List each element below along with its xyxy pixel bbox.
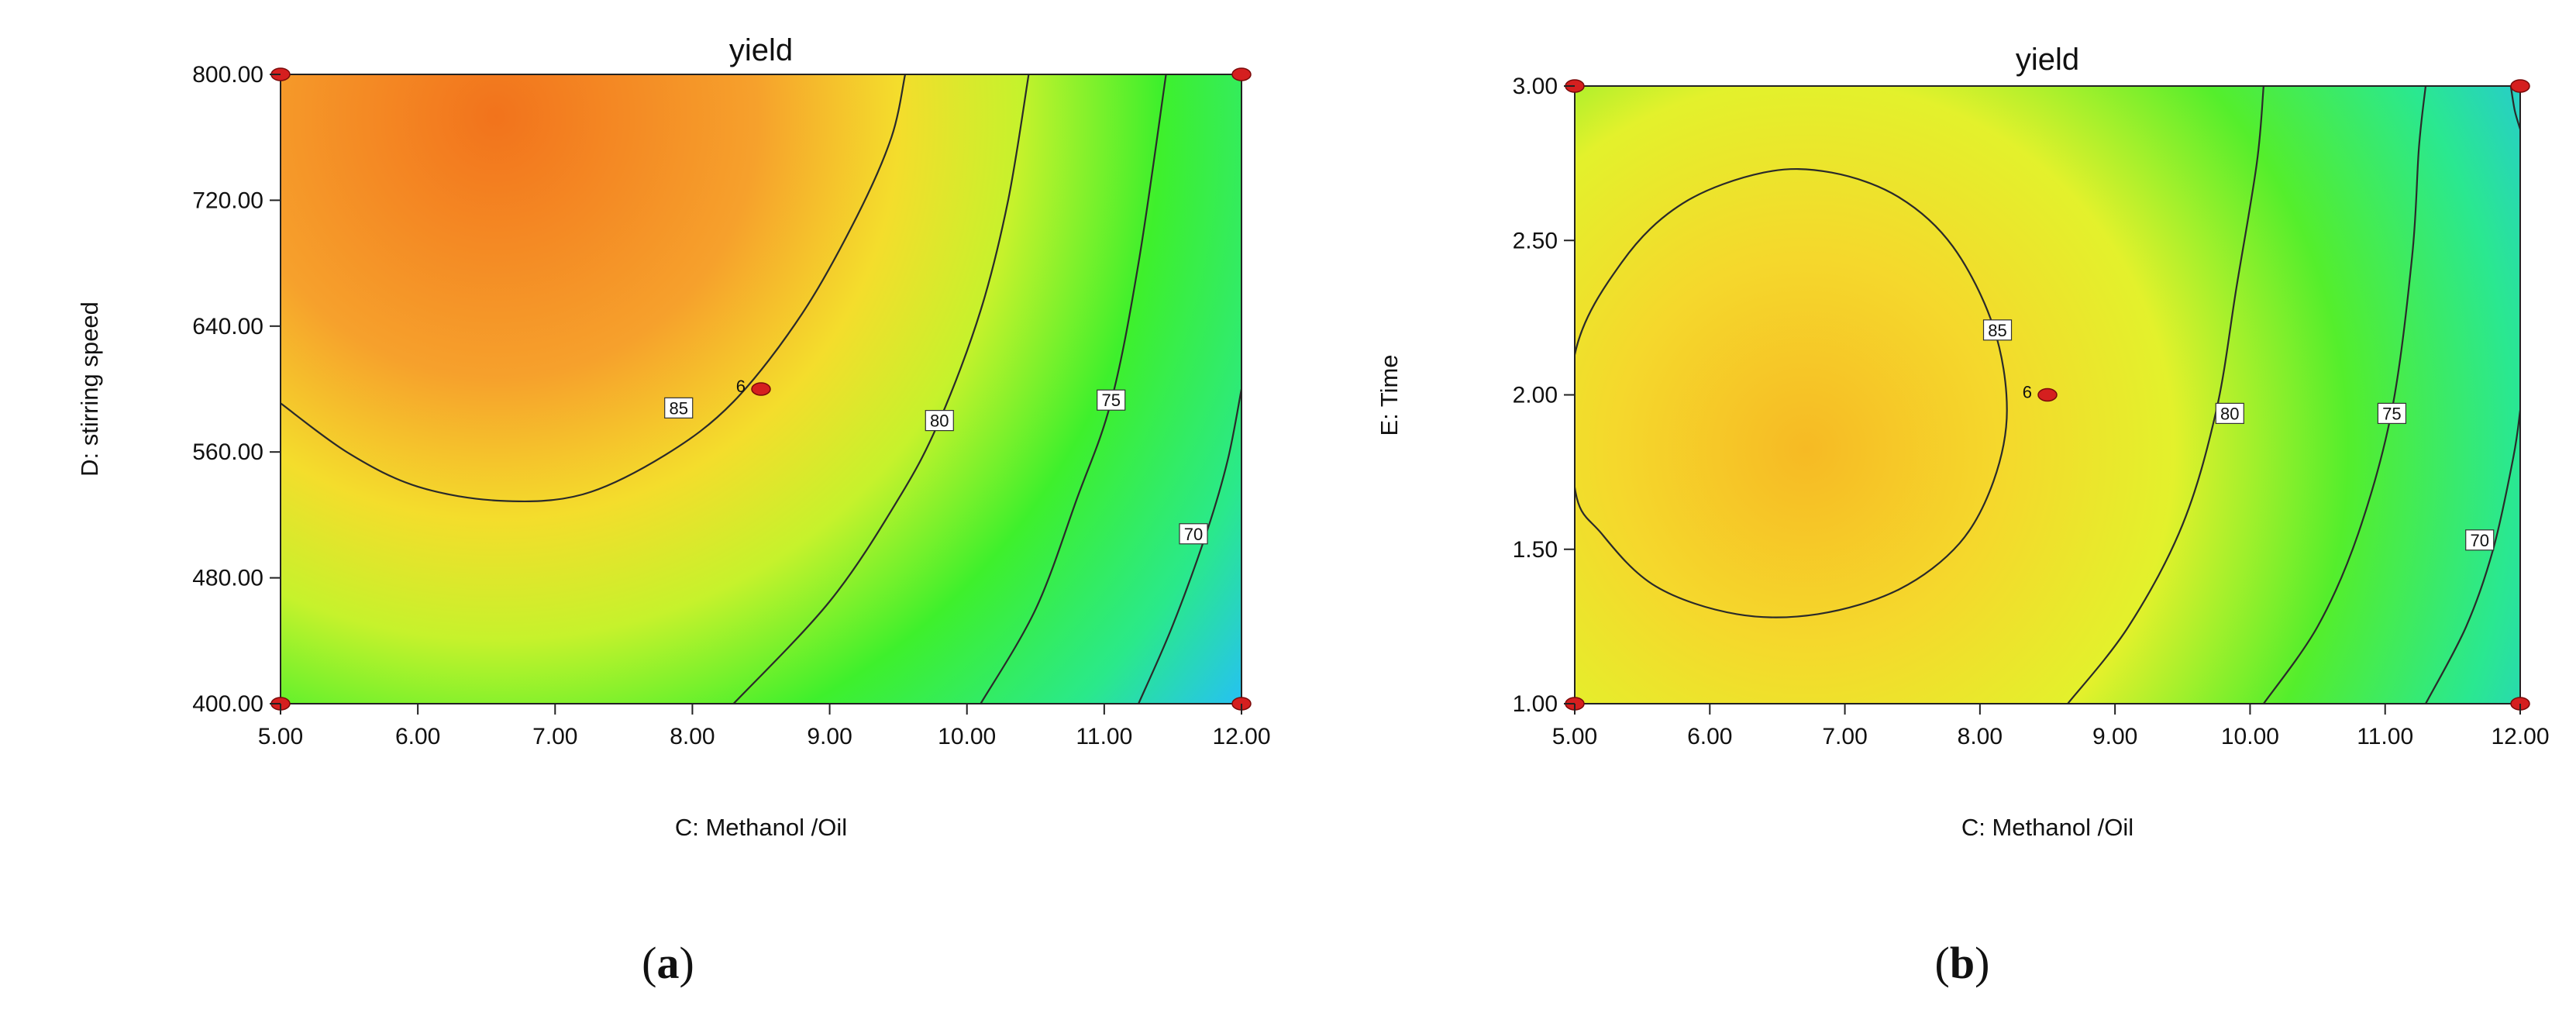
- y-ticks-a: 400.00 480.00 560.00 640.00 720.00 800.00: [192, 62, 281, 717]
- x-tick-label-b: 8.00: [1958, 724, 2003, 749]
- y-tick-label-a: 480.00: [192, 566, 263, 591]
- contour-line-b-85: [1575, 168, 2008, 618]
- y-tick-label-b: 1.50: [1513, 537, 1558, 563]
- x-tick-label-a: 11.00: [1076, 724, 1132, 749]
- x-tick-label-a: 6.00: [395, 724, 440, 749]
- x-tick-label-a: 5.00: [258, 724, 303, 749]
- contour-label-text: 75: [1101, 391, 1120, 410]
- y-tick-label-a: 400.00: [192, 691, 263, 717]
- contour-plot-a: 85 80 75 70 6 5.00 6.00 7.00 8.00 9.00 10.00 11.0…: [76, 33, 1271, 988]
- x-axis-label-a: C: Methanol /Oil: [675, 814, 847, 841]
- contour-labels-b: 85 80 75 70: [1982, 319, 2495, 551]
- x-tick-label-a: 8.00: [670, 724, 715, 749]
- x-tick-label-a: 12.00: [1212, 724, 1270, 749]
- design-point-b-4: [2037, 388, 2058, 402]
- design-point-b-1: [2510, 79, 2530, 93]
- design-points-b: 6: [1565, 79, 2530, 711]
- chart-title-b: yield: [2016, 43, 2079, 77]
- contour-label-b-85: 85: [1982, 319, 2013, 341]
- contour-label-text: 80: [2220, 404, 2239, 423]
- contour-label-text: 75: [2382, 404, 2401, 423]
- x-tick-label-b: 6.00: [1687, 724, 1732, 749]
- contour-label-a-70: 70: [1179, 523, 1208, 545]
- contour-label-text: 70: [1184, 525, 1203, 544]
- x-axis-label-b: C: Methanol /Oil: [1961, 814, 2133, 841]
- contour-label-box: [925, 409, 954, 432]
- y-tick-label-a: 720.00: [192, 188, 263, 213]
- contour-label-text: 85: [1988, 321, 2006, 340]
- x-tick-label-b: 10.00: [2221, 724, 2279, 749]
- x-tick-label-b: 9.00: [2092, 724, 2137, 749]
- x-tick-label-a: 10.00: [938, 724, 996, 749]
- y-tick-label-b: 1.00: [1513, 691, 1558, 717]
- y-tick-label-a: 560.00: [192, 439, 263, 465]
- contour-plot-b: 85 80 75 70 6 5.00 6.00 7.00 8.00 9.00 10.00 11.0…: [1376, 43, 2550, 988]
- contour-label-b-75: 75: [2377, 402, 2407, 425]
- x-tick-label-a: 9.00: [807, 724, 852, 749]
- contour-label-box: [2215, 402, 2244, 425]
- contour-label-a-85: 85: [664, 397, 694, 418]
- contour-label-box: [1097, 389, 1126, 411]
- contour-label-b-80: 80: [2215, 402, 2244, 425]
- y-axis-label-b: E: Time: [1376, 354, 1403, 436]
- y-axis-label-a: D: stirring speed: [76, 301, 103, 477]
- contour-label-text: 85: [669, 398, 687, 418]
- contour-label-box: [2465, 529, 2495, 551]
- contour-label-text: 70: [2470, 531, 2488, 550]
- contour-label-box: [2377, 402, 2407, 425]
- x-tick-label-b: 11.00: [2357, 724, 2413, 749]
- contour-line-b-edge: [2509, 86, 2520, 130]
- y-ticks-b: 1.00 1.50 2.00 2.50 3.00: [1513, 74, 1575, 717]
- contour-label-a-80: 80: [925, 409, 954, 432]
- y-tick-label-b: 3.00: [1513, 74, 1558, 99]
- plot-frame-a: [280, 74, 1242, 704]
- x-tick-label-b: 12.00: [2491, 724, 2549, 749]
- center-point-label-a: 6: [736, 377, 746, 396]
- contour-line-a-75: [980, 74, 1167, 704]
- design-point-a-4: [751, 382, 771, 396]
- panel-label-b: (b): [1935, 938, 1990, 988]
- panel-label-a: (a): [642, 938, 694, 988]
- chart-title-a: yield: [729, 33, 793, 67]
- contour-label-b-70: 70: [2465, 529, 2495, 551]
- contour-label-text: 80: [930, 412, 949, 431]
- contour-label-box: [1982, 319, 2013, 341]
- x-ticks-a: 5.00 6.00 7.00 8.00 9.00 10.00 11.00 12.00: [258, 704, 1271, 749]
- y-tick-label-b: 2.00: [1513, 383, 1558, 408]
- panel-letter-a: a: [657, 938, 680, 988]
- y-tick-label-a: 800.00: [192, 62, 263, 88]
- y-tick-label-a: 640.00: [192, 314, 263, 339]
- x-ticks-b: 5.00 6.00 7.00 8.00 9.00 10.00 11.00 12.00: [1552, 704, 2550, 749]
- center-point-label-b: 6: [2023, 383, 2032, 402]
- design-point-a-1: [1231, 67, 1252, 81]
- contour-label-box: [664, 397, 694, 418]
- contour-line-a-85: [281, 74, 907, 503]
- contour-label-box: [1179, 523, 1208, 545]
- y-tick-label-b: 2.50: [1513, 228, 1558, 253]
- panel-letter-b: b: [1950, 938, 1975, 988]
- contour-labels-a: 85 80 75 70: [664, 389, 1208, 545]
- x-tick-label-b: 5.00: [1552, 724, 1597, 749]
- contour-label-a-75: 75: [1097, 389, 1126, 411]
- x-tick-label-b: 7.00: [1822, 724, 1867, 749]
- x-tick-label-a: 7.00: [532, 724, 577, 749]
